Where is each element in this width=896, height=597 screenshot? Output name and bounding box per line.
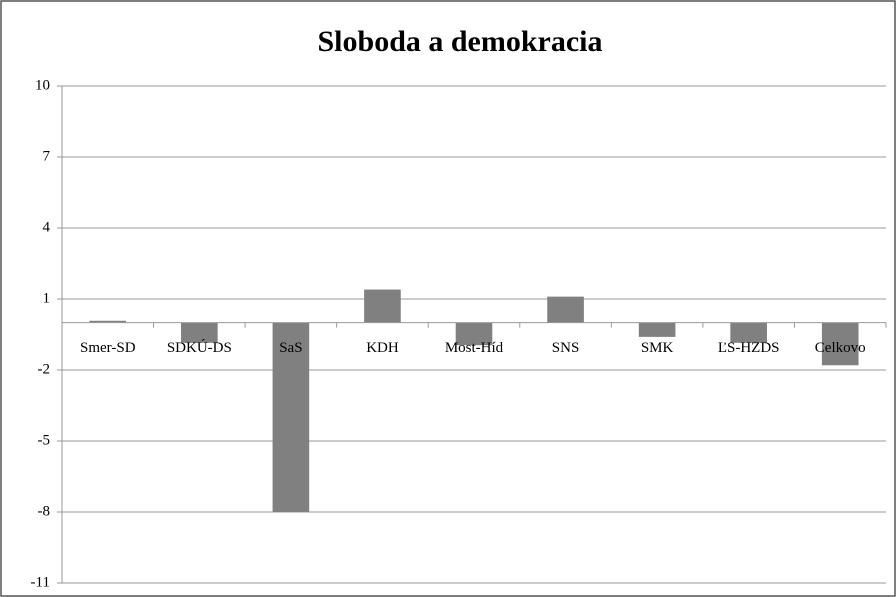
bar: [821, 322, 859, 366]
y-tick-label: 4: [43, 219, 51, 235]
x-tick-label: Most-Híd: [445, 340, 504, 356]
x-tick-label: Celkovo: [815, 340, 866, 356]
y-tick-label: 7: [43, 148, 51, 164]
y-tick-label: -2: [38, 361, 51, 377]
bar: [730, 322, 767, 343]
bar: [272, 322, 310, 512]
bar: [181, 322, 218, 343]
x-tick-label: SNS: [552, 340, 580, 356]
x-tick-label: KDH: [366, 340, 399, 356]
bar: [455, 322, 493, 346]
bar: [89, 320, 127, 323]
x-tick-label: Smer-SD: [80, 340, 136, 356]
x-tick-label: SaS: [279, 340, 302, 356]
y-tick-label: -11: [31, 574, 50, 590]
x-tick-label: SMK: [641, 340, 674, 356]
x-tick-label: ĽS-HZDS: [718, 340, 780, 356]
y-tick-label: -5: [38, 432, 51, 448]
y-tick-label: 1: [43, 290, 51, 306]
bar: [547, 296, 584, 323]
bar: [638, 322, 676, 337]
y-tick-label: -8: [38, 503, 51, 519]
y-tick-label: 10: [35, 77, 50, 93]
x-tick-label: SDKÚ-DS: [167, 339, 232, 356]
chart-title: Sloboda a demokracia: [317, 25, 602, 58]
bar: [364, 289, 401, 323]
